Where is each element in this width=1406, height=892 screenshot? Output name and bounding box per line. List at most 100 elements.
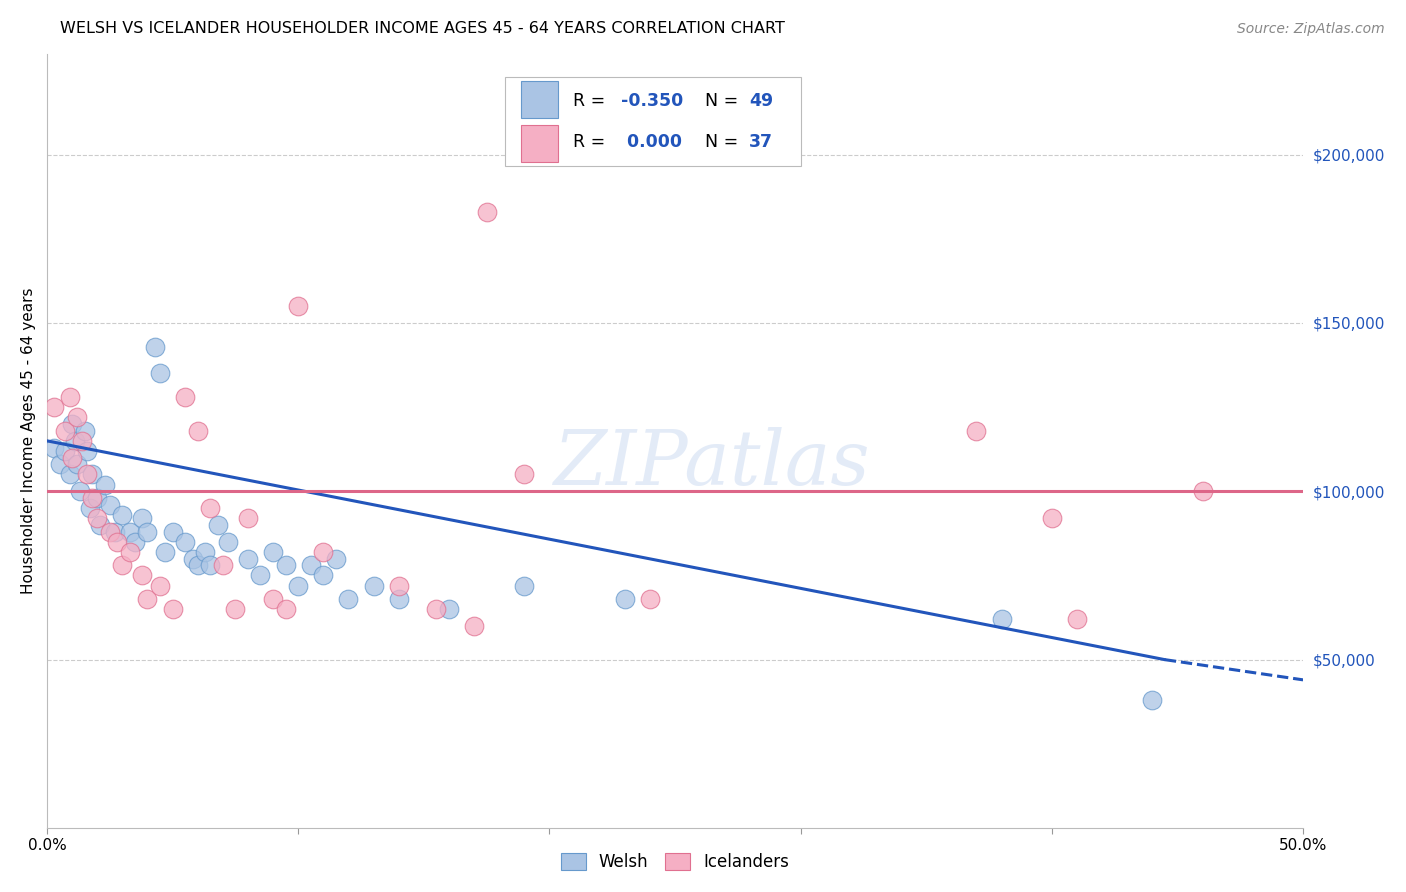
- Point: [200, 501, 222, 516]
- Point: [174, 534, 197, 549]
- Point: [60, 417, 83, 431]
- Point: [53, 444, 76, 458]
- Point: [312, 568, 335, 582]
- Point: [262, 592, 284, 607]
- Point: [187, 424, 209, 438]
- Point: [207, 518, 229, 533]
- Point: [66, 458, 89, 472]
- Point: [1191, 484, 1213, 499]
- Point: [124, 534, 146, 549]
- Point: [181, 551, 204, 566]
- Point: [44, 400, 66, 414]
- Text: R =: R =: [574, 92, 612, 110]
- Legend: Welsh, Icelanders: Welsh, Icelanders: [554, 847, 796, 878]
- Point: [211, 558, 233, 573]
- Point: [76, 467, 98, 482]
- Point: [53, 424, 76, 438]
- Text: R =: R =: [574, 133, 612, 151]
- Point: [136, 592, 159, 607]
- Point: [104, 524, 127, 539]
- Text: N =: N =: [706, 133, 744, 151]
- Point: [105, 534, 128, 549]
- Point: [58, 467, 80, 482]
- Text: 37: 37: [749, 133, 773, 151]
- FancyBboxPatch shape: [520, 125, 558, 162]
- Point: [990, 612, 1012, 626]
- Point: [136, 524, 159, 539]
- Point: [89, 518, 111, 533]
- Point: [73, 424, 96, 438]
- Text: N =: N =: [706, 92, 744, 110]
- Point: [149, 578, 172, 592]
- Point: [66, 410, 89, 425]
- Text: Source: ZipAtlas.com: Source: ZipAtlas.com: [1237, 22, 1385, 37]
- Point: [60, 450, 83, 465]
- Point: [287, 578, 309, 592]
- Point: [1040, 511, 1063, 525]
- Point: [63, 434, 86, 448]
- Point: [48, 458, 70, 472]
- Point: [513, 578, 536, 592]
- Point: [194, 545, 217, 559]
- Point: [437, 602, 460, 616]
- Point: [200, 558, 222, 573]
- Point: [111, 508, 134, 522]
- Point: [312, 545, 335, 559]
- Text: 0.000: 0.000: [621, 133, 682, 151]
- Point: [299, 558, 322, 573]
- Point: [82, 491, 104, 505]
- Point: [86, 511, 108, 525]
- Point: [76, 444, 98, 458]
- Point: [236, 511, 259, 525]
- Point: [44, 441, 66, 455]
- Text: 49: 49: [749, 92, 773, 110]
- Point: [187, 558, 209, 573]
- Point: [162, 602, 184, 616]
- Point: [638, 592, 661, 607]
- Point: [98, 498, 121, 512]
- Point: [69, 484, 91, 499]
- Point: [388, 578, 411, 592]
- Point: [388, 592, 411, 607]
- Point: [1066, 612, 1088, 626]
- Point: [143, 340, 166, 354]
- Point: [1142, 693, 1164, 707]
- Point: [249, 568, 271, 582]
- Point: [111, 558, 134, 573]
- Text: -0.350: -0.350: [621, 92, 683, 110]
- Point: [162, 524, 184, 539]
- Point: [79, 501, 101, 516]
- Y-axis label: Householder Income Ages 45 - 64 years: Householder Income Ages 45 - 64 years: [21, 287, 35, 594]
- Point: [224, 602, 246, 616]
- FancyBboxPatch shape: [505, 77, 800, 166]
- Point: [475, 205, 498, 219]
- Point: [363, 578, 385, 592]
- Point: [82, 467, 104, 482]
- Point: [513, 467, 536, 482]
- Point: [118, 545, 141, 559]
- Point: [98, 524, 121, 539]
- Point: [262, 545, 284, 559]
- Point: [463, 619, 485, 633]
- Point: [86, 491, 108, 505]
- FancyBboxPatch shape: [520, 81, 558, 118]
- Point: [153, 545, 176, 559]
- Point: [70, 434, 93, 448]
- Point: [131, 568, 153, 582]
- Point: [236, 551, 259, 566]
- Point: [118, 524, 141, 539]
- Point: [337, 592, 360, 607]
- Point: [966, 424, 988, 438]
- Point: [325, 551, 347, 566]
- Point: [425, 602, 447, 616]
- Text: ZIPatlas: ZIPatlas: [554, 427, 870, 501]
- Point: [174, 390, 197, 404]
- Point: [58, 390, 80, 404]
- Point: [149, 367, 172, 381]
- Point: [131, 511, 153, 525]
- Point: [217, 534, 239, 549]
- Text: WELSH VS ICELANDER HOUSEHOLDER INCOME AGES 45 - 64 YEARS CORRELATION CHART: WELSH VS ICELANDER HOUSEHOLDER INCOME AG…: [59, 21, 785, 36]
- Point: [274, 602, 297, 616]
- Point: [93, 477, 115, 491]
- Point: [274, 558, 297, 573]
